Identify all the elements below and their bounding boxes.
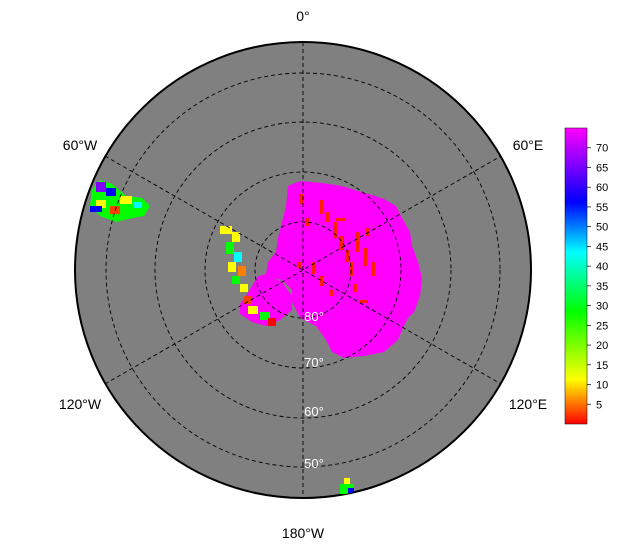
lat-label-50: 50° xyxy=(304,456,324,471)
colorbar-tick-label: 30 xyxy=(596,301,608,313)
colorbar: 5 10 15 20 25 30 35 40 45 50 55 60 65 70 xyxy=(564,127,608,425)
lon-label-0: 0° xyxy=(296,8,309,24)
new-zealand-island xyxy=(340,478,354,494)
colorbar-tick-label: 65 xyxy=(596,162,608,174)
lat-label-60: 60° xyxy=(304,404,324,419)
lat-label-70: 70° xyxy=(304,355,324,370)
ice-value-streaks xyxy=(298,194,375,303)
colorbar-tick-label: 15 xyxy=(596,360,608,372)
colorbar-tick-label: 55 xyxy=(596,202,608,214)
colorbar-tick-label: 35 xyxy=(596,281,608,293)
colorbar-bar xyxy=(564,127,588,425)
lon-label-120w: 120°W xyxy=(59,396,102,412)
antarctica-landmass xyxy=(266,181,422,358)
peninsula-edge-values xyxy=(220,226,276,326)
colorbar-tick-label: 60 xyxy=(596,182,608,194)
lon-label-60e: 60°E xyxy=(513,137,544,153)
colorbar-tick-label: 5 xyxy=(596,399,602,411)
lon-label-120e: 120°E xyxy=(509,396,547,412)
colorbar-tick-label: 50 xyxy=(596,222,608,234)
colorbar-tick-label: 45 xyxy=(596,241,608,253)
colorbar-tick-label: 25 xyxy=(596,320,608,332)
lat-label-80: 80° xyxy=(304,309,324,324)
colorbar-ticks: 5 10 15 20 25 30 35 40 45 50 55 60 65 70 xyxy=(587,143,608,411)
meridian-lines xyxy=(104,42,502,498)
lon-label-180w: 180°W xyxy=(282,525,325,541)
colorbar-tick-label: 70 xyxy=(596,143,608,155)
colorbar-tick-label: 20 xyxy=(596,340,608,352)
colorbar-tick-label: 10 xyxy=(596,380,608,392)
lon-label-60w: 60°W xyxy=(63,137,98,153)
colorbar-tick-label: 40 xyxy=(596,261,608,273)
